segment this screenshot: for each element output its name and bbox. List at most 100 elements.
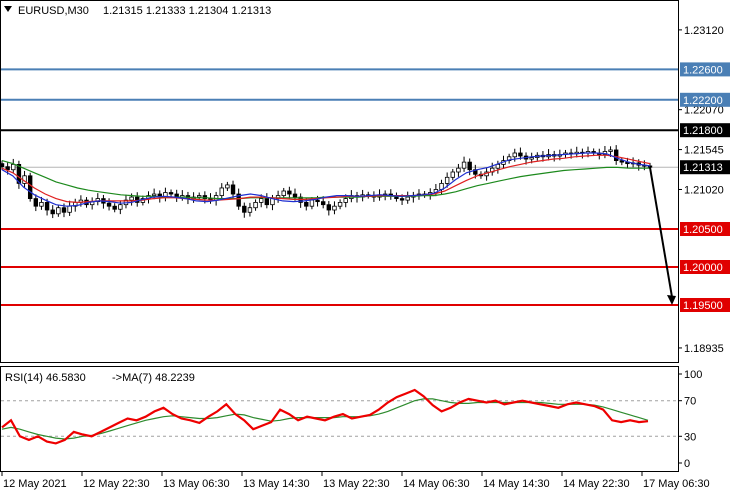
price-pane-frame xyxy=(0,0,679,363)
rsi-pane-frame xyxy=(0,366,679,472)
rsi-line xyxy=(1,388,649,445)
collapse-triangle-icon[interactable] xyxy=(4,6,12,12)
current-price-label: 1.21313 xyxy=(683,162,723,174)
candle-body-108 xyxy=(608,149,613,152)
candle-body-42 xyxy=(236,193,241,207)
time-axis: 12 May 2021 12 May 22:30 13 May 06:30 13 Ma… xyxy=(1,472,710,490)
candle-body-61 xyxy=(343,198,348,203)
candle-body-55 xyxy=(309,199,315,207)
candle-body-19 xyxy=(106,202,112,207)
level-badge-label-4: 1.20000 xyxy=(683,262,723,274)
candle-body-82 xyxy=(461,161,467,169)
ma-fast-line xyxy=(1,152,651,207)
candle-body-23 xyxy=(129,196,134,201)
level-badges: 1.22600 1.22200 1.21800 1.20500 1.20000 1.195… xyxy=(680,62,730,312)
rsi-tick-3: 0 xyxy=(684,458,690,470)
candle-body-59 xyxy=(332,205,337,211)
candle-body-21 xyxy=(118,204,123,210)
rsi-tick-2: 30 xyxy=(684,431,696,443)
candle-body-9 xyxy=(50,209,55,215)
level-badge-1 xyxy=(680,92,730,107)
candle-body-46 xyxy=(258,198,264,203)
time-tick-0: 12 May 2021 xyxy=(3,478,67,490)
level-badge-3 xyxy=(680,222,730,236)
price-y-axis: 1.23120 1.22070 1.21545 1.21020 1.18935 xyxy=(678,25,724,355)
candle-body-11 xyxy=(61,207,67,213)
candle-body-57 xyxy=(320,201,326,206)
candle-body-50 xyxy=(281,190,286,196)
time-tick-5: 14 May 06:30 xyxy=(403,478,470,490)
candle-body-2 xyxy=(11,163,16,171)
candle-body-5 xyxy=(27,175,33,200)
candle-body-45 xyxy=(253,201,258,209)
candle-body-35 xyxy=(197,195,202,198)
price-levels xyxy=(1,68,678,306)
candle-body-91 xyxy=(512,152,517,158)
arrow-head-icon xyxy=(667,295,676,305)
candle-body-43 xyxy=(242,205,247,213)
candle-body-27 xyxy=(151,193,157,196)
candle-body-109 xyxy=(613,149,619,162)
level-badge-0 xyxy=(680,62,730,77)
arrow-shaft xyxy=(649,167,673,298)
candle-body-36 xyxy=(202,195,208,199)
price-tick-0: 1.23120 xyxy=(684,25,724,37)
level-badge-label-3: 1.20500 xyxy=(683,224,723,236)
time-tick-4: 13 May 22:30 xyxy=(323,478,390,490)
candle-body-71 xyxy=(399,198,405,201)
level-badge-2 xyxy=(680,123,730,138)
time-tick-2: 13 May 06:30 xyxy=(163,478,230,490)
candle-body-0 xyxy=(0,163,5,168)
candle-body-54 xyxy=(304,201,309,207)
candle-body-60 xyxy=(337,201,343,207)
candle-body-7 xyxy=(39,201,44,207)
level-badge-4 xyxy=(680,260,730,274)
candle-body-1 xyxy=(5,166,10,171)
ma-mid-line xyxy=(1,154,651,204)
candle-body-81 xyxy=(456,167,461,173)
level-badge-label-1: 1.22200 xyxy=(683,95,723,107)
rsi-tick-0: 100 xyxy=(684,369,702,381)
level-badge-label-2: 1.21800 xyxy=(683,125,723,137)
level-badge-5 xyxy=(680,298,730,312)
rsi-tick-1: 70 xyxy=(684,396,696,408)
candle-body-8 xyxy=(44,201,50,211)
time-tick-3: 13 May 14:30 xyxy=(243,478,310,490)
ohlc-label: 1.21315 1.21333 1.21304 1.21313 xyxy=(103,5,271,17)
candle-body-80 xyxy=(450,171,455,178)
rsi-label: RSI(14) 46.5830 xyxy=(5,372,86,384)
moving-averages xyxy=(1,152,651,207)
forecast-arrow xyxy=(649,167,676,305)
time-tick-1: 12 May 22:30 xyxy=(83,478,150,490)
rsi-ma-label: ->MA(7) 48.2239 xyxy=(112,372,195,384)
candle-body-79 xyxy=(444,176,450,184)
level-badge-label-0: 1.22600 xyxy=(683,64,723,76)
rsi-ma-line xyxy=(1,398,649,440)
candle-body-52 xyxy=(292,193,298,198)
rsi-y-axis: 100 70 30 0 xyxy=(678,369,702,470)
candle-body-44 xyxy=(247,207,253,213)
price-tick-2: 1.21545 xyxy=(684,145,724,157)
candle-body-6 xyxy=(33,198,39,207)
price-tick-3: 1.21020 xyxy=(684,184,724,196)
candle-body-83 xyxy=(467,161,472,171)
candle-body-56 xyxy=(315,199,320,203)
price-tick-4: 1.18935 xyxy=(684,343,724,355)
candle-body-10 xyxy=(56,207,61,215)
candle-body-40 xyxy=(225,184,230,189)
candle-body-72 xyxy=(405,196,410,201)
candle-body-12 xyxy=(67,205,72,213)
candle-body-41 xyxy=(230,184,236,195)
rsi-lines xyxy=(1,388,649,445)
candle-body-39 xyxy=(219,187,224,196)
candle-body-51 xyxy=(287,190,292,195)
candle-body-115 xyxy=(647,165,653,168)
candle-body-58 xyxy=(326,204,332,211)
current-price-badge xyxy=(680,160,730,175)
candle-body-92 xyxy=(518,152,523,157)
candle-body-110 xyxy=(619,160,625,163)
price-tick-1: 1.22070 xyxy=(684,105,724,117)
time-tick-7: 14 May 22:30 xyxy=(563,478,630,490)
candle-body-94 xyxy=(529,157,534,160)
